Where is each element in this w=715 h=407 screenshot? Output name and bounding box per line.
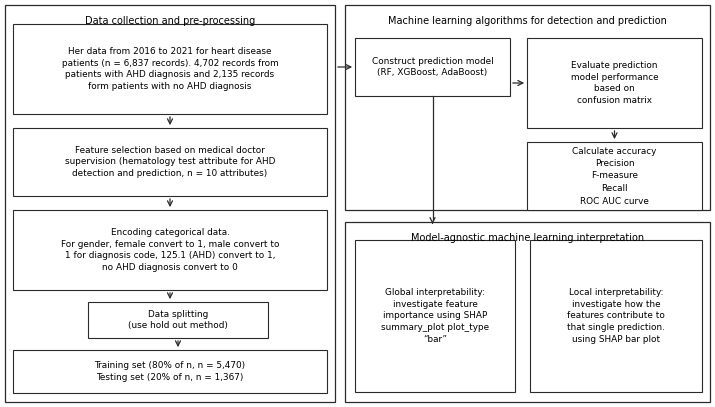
Bar	[13, 128, 327, 196]
Bar	[13, 210, 327, 290]
Text: Local interpretability:
investigate how the
features contribute to
that single p: Local interpretability: investigate how …	[567, 288, 665, 344]
Bar	[5, 5, 335, 402]
Text: Training set (80% of n, n = 5,470)
Testing set (20% of n, n = 1,367): Training set (80% of n, n = 5,470) Testi…	[94, 361, 245, 382]
Text: Machine learning algorithms for detection and prediction: Machine learning algorithms for detectio…	[388, 16, 667, 26]
Bar	[355, 38, 510, 96]
Bar	[355, 240, 515, 392]
Bar	[345, 5, 710, 210]
Bar	[88, 302, 268, 338]
Bar	[13, 24, 327, 114]
Text: Model-agnostic machine learning interpretation: Model-agnostic machine learning interpre…	[411, 233, 644, 243]
Text: Calculate accuracy
Precision
F-measure
Recall
ROC AUC curve: Calculate accuracy Precision F-measure R…	[572, 147, 656, 206]
Text: Evaluate prediction
model performance
based on
confusion matrix: Evaluate prediction model performance ba…	[571, 61, 659, 105]
Text: Construct prediction model
(RF, XGBoost, AdaBoost): Construct prediction model (RF, XGBoost,…	[372, 57, 493, 77]
Text: Global interpretability:
investigate feature
importance using SHAP
summary_plot : Global interpretability: investigate fea…	[381, 288, 489, 344]
Text: Encoding categorical data.
For gender, female convert to 1, male convert to
1 fo: Encoding categorical data. For gender, f…	[61, 228, 280, 272]
Text: Her data from 2016 to 2021 for heart disease
patients (n = 6,837 records). 4,702: Her data from 2016 to 2021 for heart dis…	[61, 47, 278, 91]
Bar	[530, 240, 702, 392]
Text: Data collection and pre-processing: Data collection and pre-processing	[85, 16, 255, 26]
Text: Feature selection based on medical doctor
supervision (hematology test attribute: Feature selection based on medical docto…	[65, 146, 275, 178]
Bar	[527, 38, 702, 128]
Bar	[13, 350, 327, 393]
Text: Data splitting
(use hold out method): Data splitting (use hold out method)	[128, 310, 228, 330]
Bar	[527, 142, 702, 210]
Bar	[345, 222, 710, 402]
